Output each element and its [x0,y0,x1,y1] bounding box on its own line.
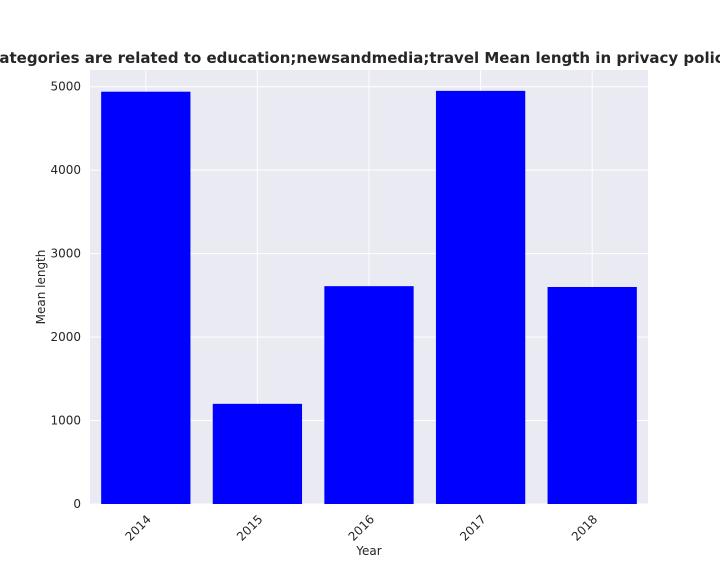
y-tick-label: 2000 [50,330,81,344]
bar-2016 [324,286,414,504]
y-tick-label: 0 [73,497,81,511]
y-axis-label: Mean length [34,250,48,325]
y-axis-ticks: 0 1000 2000 3000 4000 5000 [50,80,81,511]
bar-2014 [101,91,191,504]
x-tick-label: 2016 [346,512,377,543]
x-tick-label: 2018 [569,512,600,543]
bar-2017 [435,90,526,504]
y-tick-label: 4000 [50,163,81,177]
y-tick-label: 1000 [50,414,81,428]
bar-2018 [547,287,637,504]
x-axis-label: Year [355,544,381,558]
bars [101,90,637,504]
x-tick-label: 2017 [457,512,488,543]
bar-2015 [212,403,303,504]
y-tick-label: 3000 [50,247,81,261]
chart-title: en categories are related to education;n… [0,49,720,67]
x-tick-label: 2015 [234,512,265,543]
x-tick-label: 2014 [122,512,153,543]
x-axis-ticks: 2014 2015 2016 2017 2018 [122,512,600,543]
y-tick-label: 5000 [50,80,81,94]
